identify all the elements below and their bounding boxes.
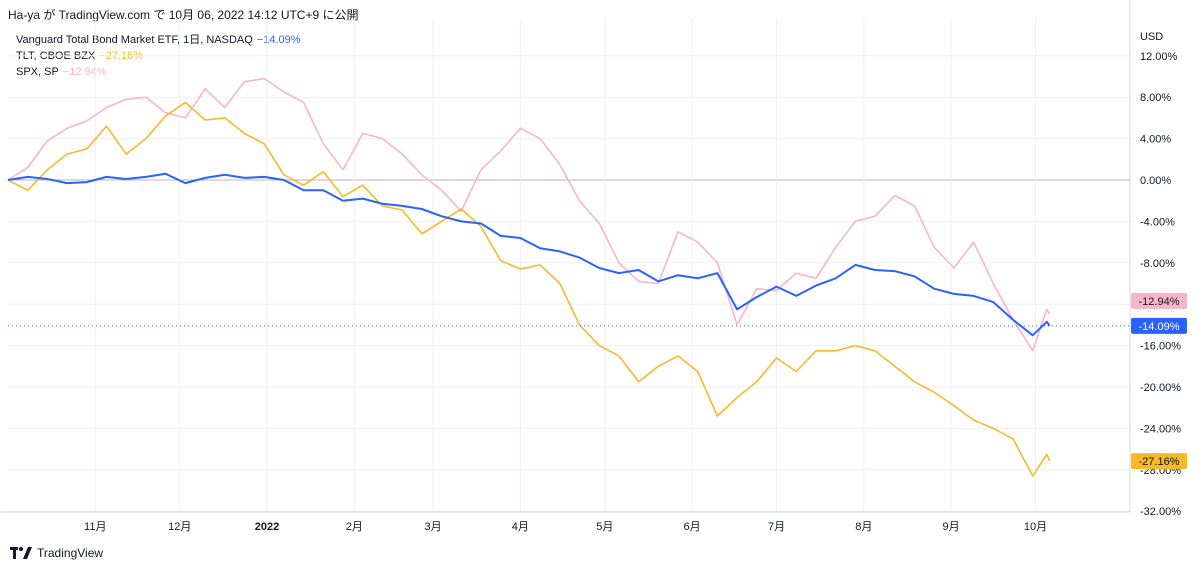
last-value-label: -14.09% [1139, 321, 1180, 333]
y-axis-unit-label: USD [1140, 31, 1163, 43]
footer-brand-text: TradingView [37, 546, 104, 560]
y-tick-label: 4.00% [1140, 134, 1171, 146]
last-value-badge: -12.94% [1131, 292, 1187, 309]
x-tick-label: 6月 [684, 521, 701, 533]
y-tick-label: -32.00% [1140, 506, 1181, 518]
x-tick-label: 4月 [512, 521, 529, 533]
last-value-badge-bg [1131, 317, 1187, 334]
y-tick-label: -20.00% [1140, 382, 1181, 394]
legend-series-value: −14.09% [256, 34, 301, 46]
footer-branding: TradingView [10, 546, 103, 560]
x-tick-label: 11月 [84, 521, 106, 533]
last-value-label: -27.16% [1139, 456, 1180, 468]
legend-series-name: Vanguard Total Bond Market ETF, 1日, NASD… [16, 34, 253, 46]
x-tick-label: 7月 [768, 521, 785, 533]
x-tick-label: 10月 [1024, 521, 1047, 533]
x-tick-label: 5月 [596, 521, 613, 533]
x-tick-label: 8月 [855, 521, 872, 533]
series-line-spx[interactable] [7, 77, 1051, 352]
y-tick-label: -24.00% [1140, 423, 1181, 435]
last-value-badge: -14.09% [1131, 317, 1187, 334]
y-tick-label: 8.00% [1140, 92, 1171, 104]
x-tick-label: 2月 [346, 521, 363, 533]
last-value-badge: -27.16% [1131, 453, 1187, 470]
x-tick-label: 9月 [943, 521, 960, 533]
series-line-tlt[interactable] [7, 101, 1051, 477]
y-tick-label: 12.00% [1140, 51, 1178, 63]
y-tick-label: -4.00% [1140, 216, 1175, 228]
legend-item-bnd[interactable]: Vanguard Total Bond Market ETF, 1日, NASD… [16, 32, 301, 48]
y-tick-label: -16.00% [1140, 341, 1181, 353]
last-value-badge-bg [1131, 453, 1187, 470]
tradingview-logo-icon[interactable] [10, 547, 32, 559]
x-tick-label: 12月 [168, 521, 191, 533]
last-value-label: -12.94% [1139, 296, 1180, 308]
legend-series-name: SPX, SP [16, 66, 59, 78]
x-tick-label: 3月 [425, 521, 442, 533]
x-tick-label: 2022 [255, 521, 279, 533]
y-tick-label: 0.00% [1140, 175, 1171, 187]
y-tick-label: -8.00% [1140, 258, 1175, 270]
last-value-badge-bg [1131, 292, 1187, 309]
series-line-vanguard-total-bond-market-etf[interactable] [7, 172, 1051, 337]
